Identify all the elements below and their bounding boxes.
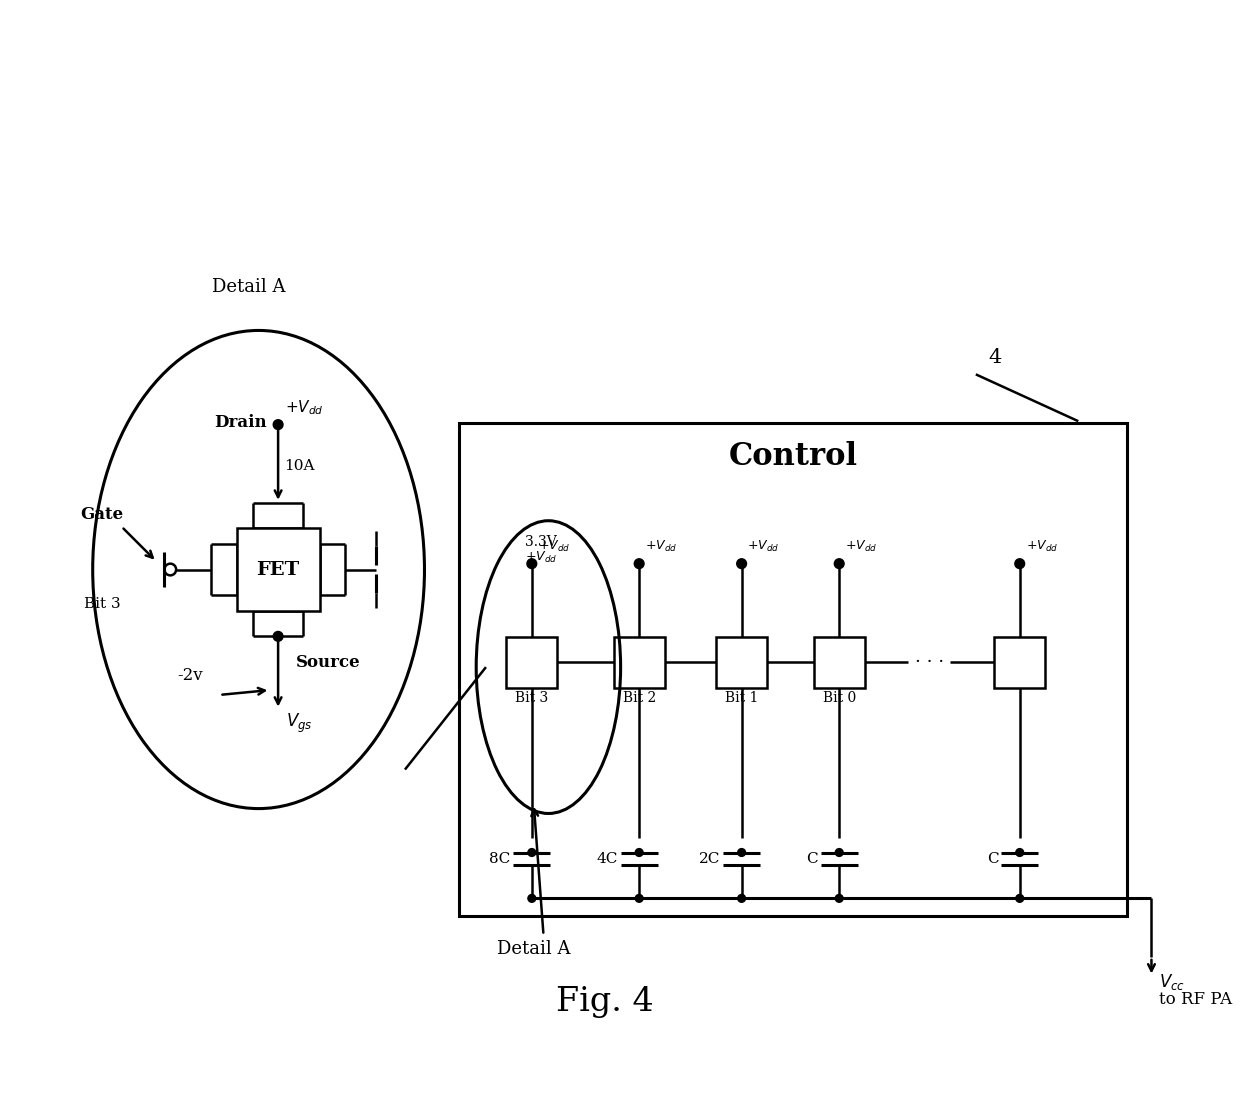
Bar xyxy=(994,637,1045,688)
Text: FET: FET xyxy=(257,561,300,579)
Text: Bit 3: Bit 3 xyxy=(515,692,548,705)
Text: 8C: 8C xyxy=(489,851,511,866)
Circle shape xyxy=(635,559,644,569)
Text: Gate: Gate xyxy=(81,506,124,522)
Text: C: C xyxy=(987,851,998,866)
Text: $+V_{dd}$: $+V_{dd}$ xyxy=(748,539,780,554)
Circle shape xyxy=(273,631,283,641)
Circle shape xyxy=(1016,894,1024,902)
Text: $+V_{dd}$: $+V_{dd}$ xyxy=(525,550,557,565)
Circle shape xyxy=(836,848,843,857)
Text: 10A: 10A xyxy=(284,459,315,473)
Circle shape xyxy=(528,894,536,902)
Text: 3.3V: 3.3V xyxy=(525,536,557,549)
Text: Control: Control xyxy=(728,441,857,472)
Bar xyxy=(717,637,768,688)
Text: 4C: 4C xyxy=(596,851,618,866)
Text: 4: 4 xyxy=(988,348,1002,366)
Text: $V_{cc}$: $V_{cc}$ xyxy=(1159,971,1185,991)
Text: $+V_{dd}$: $+V_{dd}$ xyxy=(538,539,570,554)
Circle shape xyxy=(527,559,537,569)
Text: . . .: . . . xyxy=(915,648,944,667)
Text: Bit 3: Bit 3 xyxy=(83,597,120,611)
Text: Fig. 4: Fig. 4 xyxy=(557,987,653,1019)
Bar xyxy=(459,424,1127,916)
Bar xyxy=(237,528,320,611)
Circle shape xyxy=(528,848,536,857)
Circle shape xyxy=(738,848,745,857)
Bar xyxy=(506,637,557,688)
Bar xyxy=(813,637,864,688)
Text: Bit 0: Bit 0 xyxy=(822,692,856,705)
Text: $V_{gs}$: $V_{gs}$ xyxy=(286,712,312,735)
Text: to RF PA: to RF PA xyxy=(1159,991,1233,1008)
Circle shape xyxy=(835,559,844,569)
Text: Drain: Drain xyxy=(213,415,267,431)
Text: Bit 1: Bit 1 xyxy=(725,692,759,705)
Circle shape xyxy=(737,559,746,569)
Circle shape xyxy=(836,894,843,902)
Text: Bit 2: Bit 2 xyxy=(622,692,656,705)
Text: -2v: -2v xyxy=(177,667,203,684)
Circle shape xyxy=(1016,848,1024,857)
Text: C: C xyxy=(806,851,817,866)
Text: Source: Source xyxy=(295,653,361,671)
Text: 2C: 2C xyxy=(699,851,720,866)
Circle shape xyxy=(1014,559,1024,569)
Text: $+V_{dd}$: $+V_{dd}$ xyxy=(645,539,677,554)
Text: $+V_{dd}$: $+V_{dd}$ xyxy=(1025,539,1058,554)
Text: Detail A: Detail A xyxy=(497,940,570,958)
Bar xyxy=(614,637,665,688)
Circle shape xyxy=(738,894,745,902)
Circle shape xyxy=(635,848,644,857)
Text: Detail A: Detail A xyxy=(212,278,285,296)
Text: $+V_{dd}$: $+V_{dd}$ xyxy=(844,539,877,554)
Text: $+V_{dd}$: $+V_{dd}$ xyxy=(285,398,324,417)
Circle shape xyxy=(273,420,283,429)
Circle shape xyxy=(635,894,644,902)
